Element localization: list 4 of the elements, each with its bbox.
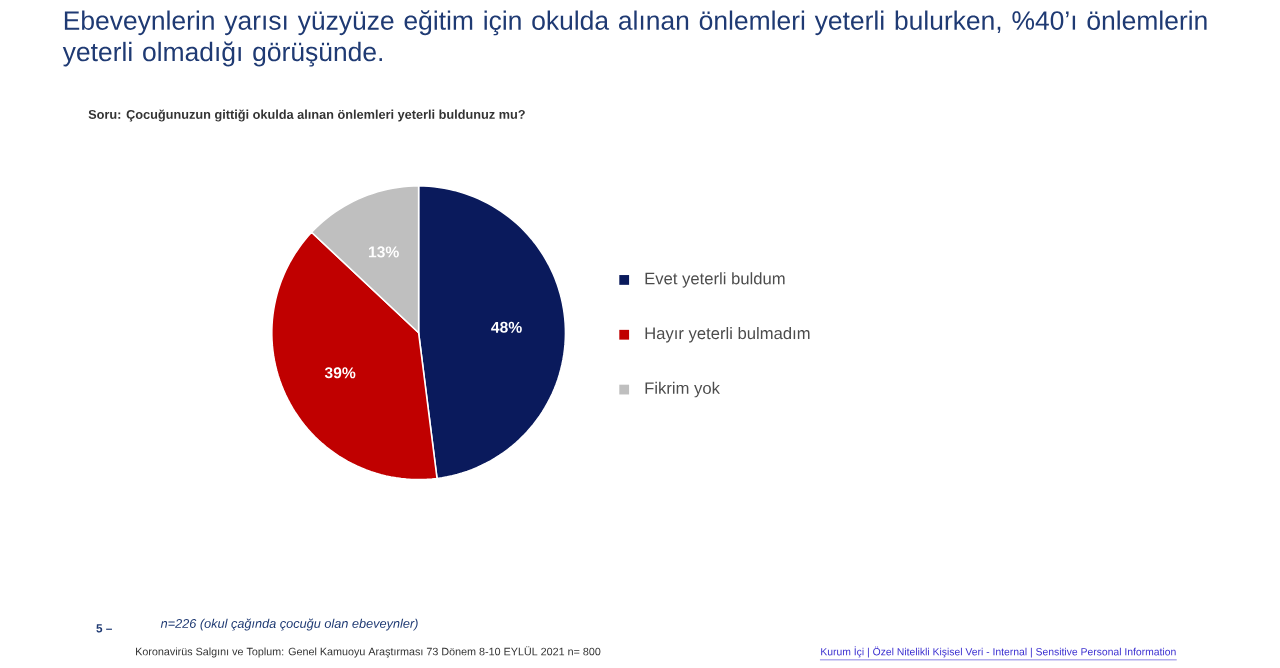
legend-label: Fikrim yok (645, 382, 720, 398)
legend-label: Hayır yeterli bulmadım (645, 327, 810, 343)
chart-title: Ebeveynlerin yarısı yüzyüze eğitim için okulda alınan önlemleri yeterli bulurken, %40’ı önlemlerin yeterli olmadığı görüşünde. (62, 10, 1207, 67)
legend-label: Evet yeterli buldum (645, 272, 785, 288)
